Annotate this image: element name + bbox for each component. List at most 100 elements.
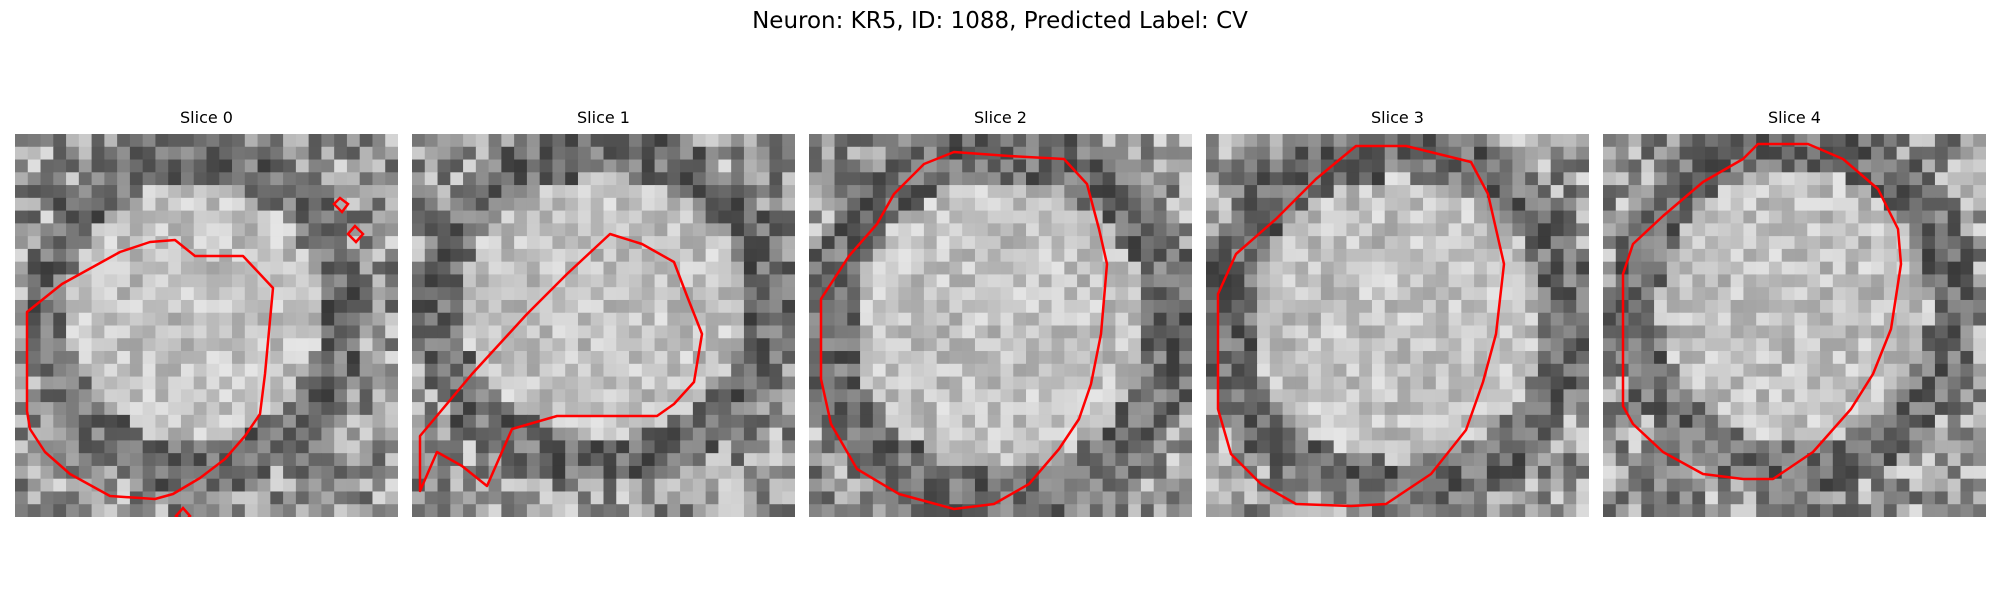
image-pixel <box>1922 478 1936 493</box>
image-pixel <box>667 338 681 352</box>
image-pixel <box>1013 197 1027 212</box>
image-pixel <box>66 453 80 467</box>
image-pixel <box>40 402 54 416</box>
image-pixel <box>552 248 566 263</box>
image-pixel <box>1384 223 1399 237</box>
image-pixel <box>283 299 297 314</box>
image-pixel <box>885 491 899 505</box>
image-pixel <box>1359 427 1373 441</box>
image-pixel <box>1359 261 1373 276</box>
image-pixel <box>1435 504 1450 517</box>
image-pixel <box>1102 504 1116 517</box>
image-pixel <box>1858 312 1872 327</box>
image-pixel <box>1153 491 1168 505</box>
image-pixel <box>1359 134 1373 148</box>
image-pixel <box>1231 172 1245 186</box>
image-pixel <box>847 274 861 288</box>
image-pixel <box>1525 248 1539 263</box>
image-pixel <box>40 325 54 339</box>
image-pixel <box>1947 491 1962 505</box>
image-pixel <box>1166 172 1180 186</box>
image-pixel <box>705 236 719 250</box>
image-pixel <box>526 376 541 390</box>
image-pixel <box>1308 414 1322 429</box>
image-pixel <box>603 351 617 365</box>
image-pixel <box>1743 338 1757 352</box>
image-pixel <box>1371 363 1386 378</box>
image-pixel <box>1435 299 1450 314</box>
image-pixel <box>1883 478 1898 493</box>
image-pixel <box>577 504 592 517</box>
image-pixel <box>1166 287 1180 301</box>
image-pixel <box>1448 402 1462 416</box>
image-pixel <box>898 172 912 186</box>
image-pixel <box>809 274 823 288</box>
image-pixel <box>667 504 681 517</box>
image-pixel <box>1038 325 1053 339</box>
image-pixel <box>1679 236 1693 250</box>
image-pixel <box>66 274 80 288</box>
image-pixel <box>1423 299 1437 314</box>
image-pixel <box>1140 159 1155 173</box>
image-pixel <box>1423 287 1437 301</box>
image-pixel <box>641 402 656 416</box>
image-pixel <box>1308 478 1322 493</box>
image-pixel <box>501 389 515 403</box>
image-pixel <box>1308 491 1322 505</box>
image-pixel <box>1038 465 1053 480</box>
image-pixel <box>27 338 42 352</box>
image-pixel <box>40 465 54 480</box>
image-pixel <box>1206 236 1220 250</box>
image-pixel <box>295 248 310 263</box>
image-pixel <box>283 351 297 365</box>
image-pixel <box>1871 236 1885 250</box>
image-pixel <box>66 427 80 441</box>
image-pixel <box>809 363 823 378</box>
image-pixel <box>385 478 398 493</box>
image-pixel <box>565 134 579 148</box>
image-pixel <box>1730 491 1745 505</box>
image-pixel <box>1768 287 1783 301</box>
image-pixel <box>1537 453 1552 467</box>
image-pixel <box>1166 299 1180 314</box>
image-pixel <box>526 210 541 224</box>
image-pixel <box>1346 427 1360 441</box>
image-pixel <box>847 210 861 224</box>
image-pixel <box>923 146 938 161</box>
image-pixel <box>667 197 681 212</box>
image-pixel <box>629 389 643 403</box>
image-pixel <box>1628 248 1642 263</box>
image-pixel <box>692 351 707 365</box>
image-pixel <box>962 159 976 173</box>
image-pixel <box>769 159 783 173</box>
image-pixel <box>539 261 554 276</box>
image-pixel <box>244 414 259 429</box>
image-pixel <box>731 146 745 161</box>
image-pixel <box>743 159 758 173</box>
image-pixel <box>1038 197 1053 212</box>
image-pixel <box>1615 185 1630 199</box>
image-pixel <box>142 465 157 480</box>
image-pixel <box>412 185 426 199</box>
image-pixel <box>1768 376 1783 390</box>
image-pixel <box>1231 351 1245 365</box>
image-pixel <box>1666 325 1681 339</box>
image-pixel <box>257 261 271 276</box>
image-pixel <box>1576 261 1589 276</box>
image-pixel <box>66 172 80 186</box>
image-pixel <box>1320 197 1335 212</box>
image-pixel <box>1973 185 1986 199</box>
image-pixel <box>1960 389 1974 403</box>
image-pixel <box>219 185 233 199</box>
image-pixel <box>1499 134 1513 148</box>
image-pixel <box>1153 504 1168 517</box>
image-pixel <box>1628 159 1642 173</box>
image-pixel <box>1576 287 1589 301</box>
image-pixel <box>834 389 848 403</box>
image-pixel <box>91 363 105 378</box>
image-pixel <box>1603 197 1617 212</box>
image-pixel <box>1064 414 1078 429</box>
image-pixel <box>1499 427 1513 441</box>
image-pixel <box>1371 351 1386 365</box>
image-pixel <box>1576 312 1589 327</box>
